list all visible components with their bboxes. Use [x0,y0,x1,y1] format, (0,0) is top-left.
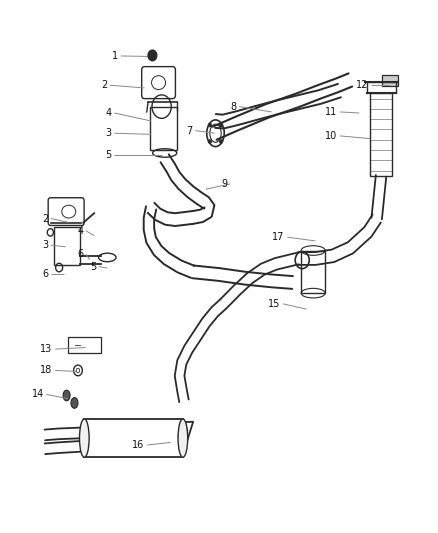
Text: 10: 10 [325,131,337,141]
Text: 4: 4 [77,226,83,236]
Text: 17: 17 [272,232,285,242]
Text: 18: 18 [40,366,53,375]
Bar [370,93,392,176]
Bar [150,107,177,150]
Ellipse shape [63,390,70,401]
Ellipse shape [178,419,187,457]
Bar [84,419,183,457]
Circle shape [208,123,211,126]
Bar [382,75,398,86]
Text: 6: 6 [42,270,48,279]
Text: 8: 8 [230,102,237,111]
Circle shape [220,140,223,143]
Text: 14: 14 [32,390,44,399]
Text: 5: 5 [90,262,96,271]
Text: 9: 9 [222,179,228,189]
Text: 11: 11 [325,107,337,117]
Circle shape [208,140,211,143]
Circle shape [148,50,157,61]
Ellipse shape [71,398,78,408]
Text: 3: 3 [106,128,112,138]
Bar [54,227,80,265]
Text: 6: 6 [77,249,83,259]
Text: 15: 15 [268,299,280,309]
Ellipse shape [80,419,89,457]
Text: 7: 7 [187,126,193,135]
Text: 2: 2 [101,80,107,90]
Text: 12: 12 [356,80,368,90]
Bar [301,251,325,293]
Text: 3: 3 [42,240,48,250]
Text: 4: 4 [106,108,112,118]
Text: 13: 13 [40,344,53,354]
Text: 1: 1 [112,51,118,61]
Bar [68,337,101,353]
Text: 5: 5 [106,150,112,159]
Circle shape [220,123,223,126]
Text: 2: 2 [42,214,48,223]
Text: 16: 16 [132,440,145,450]
